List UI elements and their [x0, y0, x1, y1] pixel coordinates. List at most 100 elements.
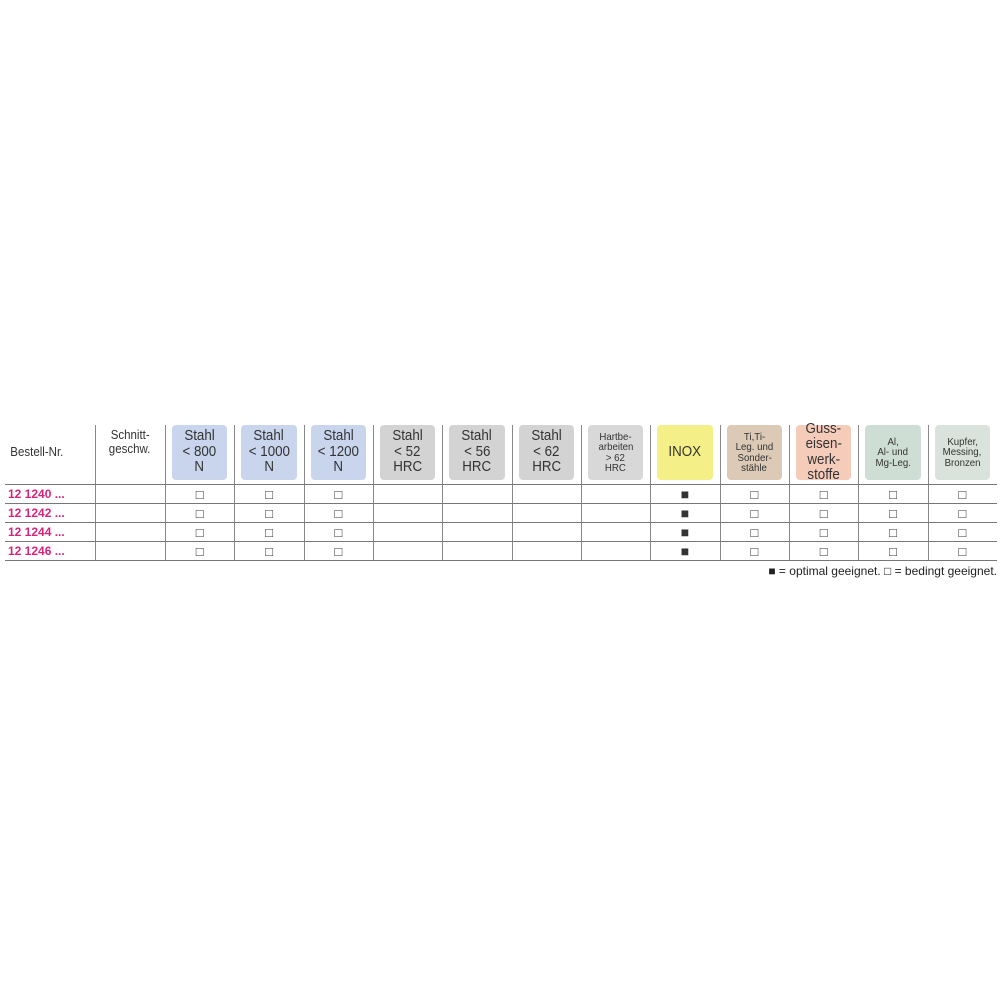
- header-box: Kupfer, Messing, Bronzen: [934, 425, 990, 480]
- header-text: Bronzen: [944, 456, 981, 469]
- suitability-mark: □: [195, 543, 204, 559]
- column-divider: [719, 425, 721, 560]
- header-box: Guss-eisen-werk-stoffe: [795, 420, 852, 483]
- header-text: Stahl: [531, 428, 562, 445]
- header-text: HRC: [393, 459, 423, 476]
- header-text: Kupfer,: [946, 435, 978, 448]
- suitability-mark: ■: [680, 523, 690, 540]
- header-text: HRC: [605, 462, 627, 474]
- column-divider: [372, 425, 374, 560]
- header-text: arbeiten: [598, 441, 634, 453]
- suitability-mark: ■: [680, 485, 690, 502]
- header-text: HRC: [531, 459, 561, 476]
- header-text: N: [264, 459, 274, 476]
- suitability-mark: □: [819, 486, 828, 502]
- order-number: 12 1244 ...: [8, 524, 65, 539]
- column-divider: [927, 425, 929, 560]
- suitability-mark: □: [334, 524, 343, 540]
- header-box: Stahl < 800 N: [172, 425, 228, 480]
- column-divider: [95, 425, 96, 560]
- header-text: Leg. und: [735, 441, 774, 453]
- header-box: Stahl < 56 HRC: [449, 425, 505, 480]
- suitability-mark: □: [265, 524, 273, 540]
- suitability-mark: □: [334, 543, 343, 559]
- row-divider: [5, 522, 997, 523]
- header-text: Stahl: [461, 428, 493, 445]
- header-text: < 800: [182, 443, 217, 460]
- header-cell: Schnitt-geschw.: [98, 425, 162, 480]
- suitability-mark: □: [958, 524, 967, 540]
- suitability-mark: □: [819, 524, 828, 540]
- header-text: Al- und: [877, 446, 909, 459]
- column-divider: [788, 425, 790, 560]
- column-divider: [511, 425, 513, 560]
- suitability-mark: □: [889, 505, 897, 521]
- row-divider: [5, 560, 997, 561]
- suitability-mark: □: [265, 543, 273, 559]
- suitability-mark: □: [958, 543, 967, 559]
- header-text: N: [194, 459, 205, 476]
- suitability-mark: □: [889, 524, 897, 540]
- header-text: Stahl: [323, 428, 354, 445]
- suitability-mark: □: [195, 486, 204, 502]
- suitability-mark: □: [750, 505, 759, 521]
- header-box: Hartbe-arbeiten > 62 HRC: [587, 425, 644, 480]
- column-divider: [580, 425, 582, 560]
- suitability-mark: □: [334, 505, 343, 521]
- header-text: Schnitt-: [110, 428, 150, 442]
- header-text: < 56: [463, 443, 491, 460]
- header-text: INOX: [668, 443, 702, 460]
- header-box: Stahl < 62 HRC: [518, 425, 574, 480]
- suitability-mark: □: [265, 486, 273, 502]
- column-divider: [165, 425, 166, 560]
- suitability-mark: □: [958, 505, 967, 521]
- header-text: Stahl: [392, 428, 423, 445]
- header-text: Ti,Ti-: [743, 430, 765, 443]
- header-cell: Bestell-Nr.: [8, 425, 92, 480]
- suitability-mark: □: [750, 524, 759, 540]
- suitability-mark: □: [819, 505, 828, 521]
- row-divider: [5, 484, 997, 485]
- header-text: Guss-: [805, 420, 842, 437]
- header-text: Mg-Leg.: [875, 456, 911, 469]
- header-text: Stahl: [253, 428, 285, 445]
- suitability-mark: □: [750, 486, 759, 502]
- header-text: < 1200: [317, 443, 359, 460]
- header-box: INOX: [657, 425, 713, 480]
- header-text: Bestell-Nr.: [10, 444, 64, 459]
- header-text: stähle: [741, 462, 768, 474]
- suitability-mark: □: [195, 505, 204, 521]
- suitability-mark: □: [265, 505, 273, 521]
- suitability-mark: ■: [680, 542, 690, 559]
- header-text: geschw.: [109, 441, 151, 456]
- suitability-mark: ■: [680, 504, 690, 521]
- column-divider: [858, 425, 860, 560]
- column-divider: [234, 425, 236, 560]
- header-text: Hartbe-: [599, 430, 632, 443]
- row-divider: [5, 503, 997, 504]
- row-divider: [5, 541, 997, 542]
- legend: ■ = optimal geeignet. □ = bedingt geeign…: [768, 564, 997, 578]
- header-box: Stahl < 1200 N: [310, 425, 366, 480]
- suitability-mark: □: [958, 486, 967, 502]
- header-box: Stahl < 52 HRC: [379, 425, 436, 480]
- suitability-mark: □: [889, 543, 897, 559]
- header-text: werk-: [807, 451, 840, 468]
- header-text: eisen-: [805, 436, 842, 452]
- header-text: > 62: [606, 451, 626, 464]
- suitability-mark: □: [819, 543, 828, 559]
- header-text: stoffe: [807, 467, 840, 483]
- suitability-mark: □: [889, 486, 897, 502]
- header-text: Stahl: [184, 428, 215, 445]
- suitability-mark: □: [334, 486, 343, 502]
- header-text: Al,: [887, 435, 899, 448]
- header-box: Al, Al- und Mg-Leg.: [865, 425, 921, 480]
- header-text: N: [333, 459, 344, 476]
- column-divider: [303, 425, 305, 560]
- header-text: < 62: [533, 443, 560, 460]
- column-divider: [442, 425, 444, 560]
- header-box: Stahl < 1000 N: [241, 425, 297, 480]
- header-text: < 52: [394, 443, 421, 460]
- order-number: 12 1240 ...: [8, 486, 65, 501]
- order-number: 12 1246 ...: [8, 543, 65, 558]
